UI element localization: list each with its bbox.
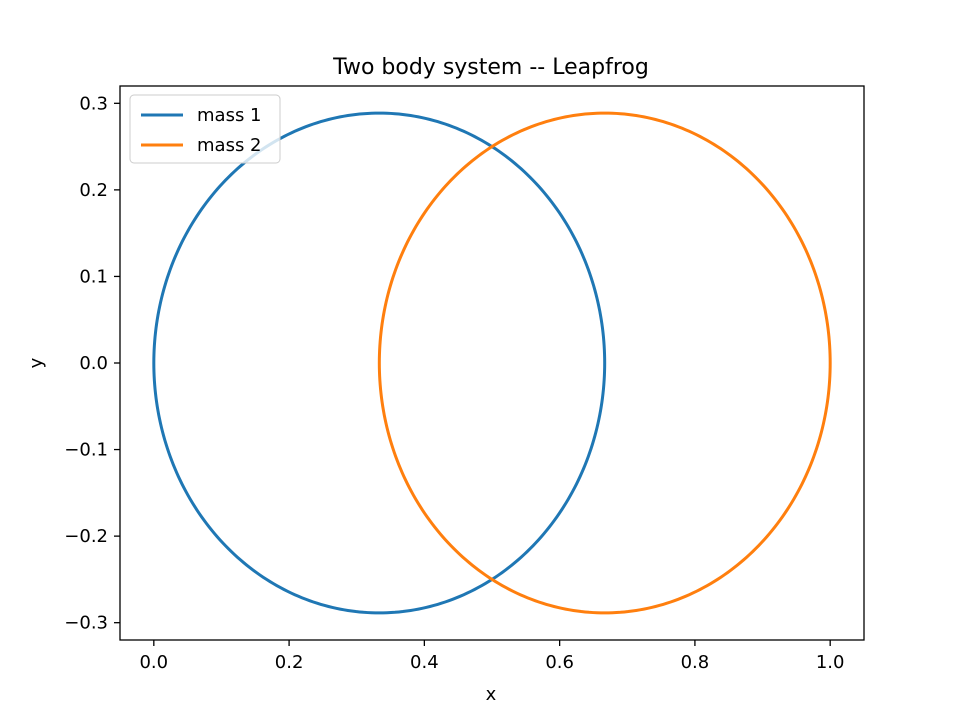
y-tick-label: −0.3 bbox=[64, 613, 108, 634]
y-tick-label: 0.2 bbox=[79, 180, 108, 201]
legend-label-2: mass 2 bbox=[197, 135, 262, 156]
x-tick-label: 1.0 bbox=[816, 652, 845, 673]
axes: 0.0 0.2 0.4 0.6 0.8 1.0 −0.3 −0.2 −0.1 0.0 0.1 0.2 0… bbox=[64, 85, 865, 673]
y-axis-label: y bbox=[26, 357, 47, 368]
legend-label-1: mass 1 bbox=[197, 105, 262, 126]
x-tick-label: 0.6 bbox=[545, 652, 574, 673]
plot-area bbox=[152, 111, 832, 615]
legend: mass 1 mass 2 bbox=[129, 94, 281, 164]
chart-title: Two body system -- Leapfrog bbox=[332, 55, 649, 80]
series-line-2 bbox=[377, 111, 832, 615]
x-axis-label: x bbox=[486, 684, 497, 705]
x-tick-label: 0.2 bbox=[275, 652, 304, 673]
y-tick-label: −0.1 bbox=[64, 440, 108, 461]
x-tick-label: 0.0 bbox=[139, 652, 168, 673]
y-tick-label: −0.2 bbox=[64, 526, 108, 547]
y-tick-label: 0.3 bbox=[79, 93, 108, 114]
y-tick-label: 0.1 bbox=[79, 266, 108, 287]
y-tick-label: 0.0 bbox=[79, 353, 108, 374]
x-tick-label: 0.8 bbox=[681, 652, 710, 673]
x-tick-label: 0.4 bbox=[410, 652, 439, 673]
